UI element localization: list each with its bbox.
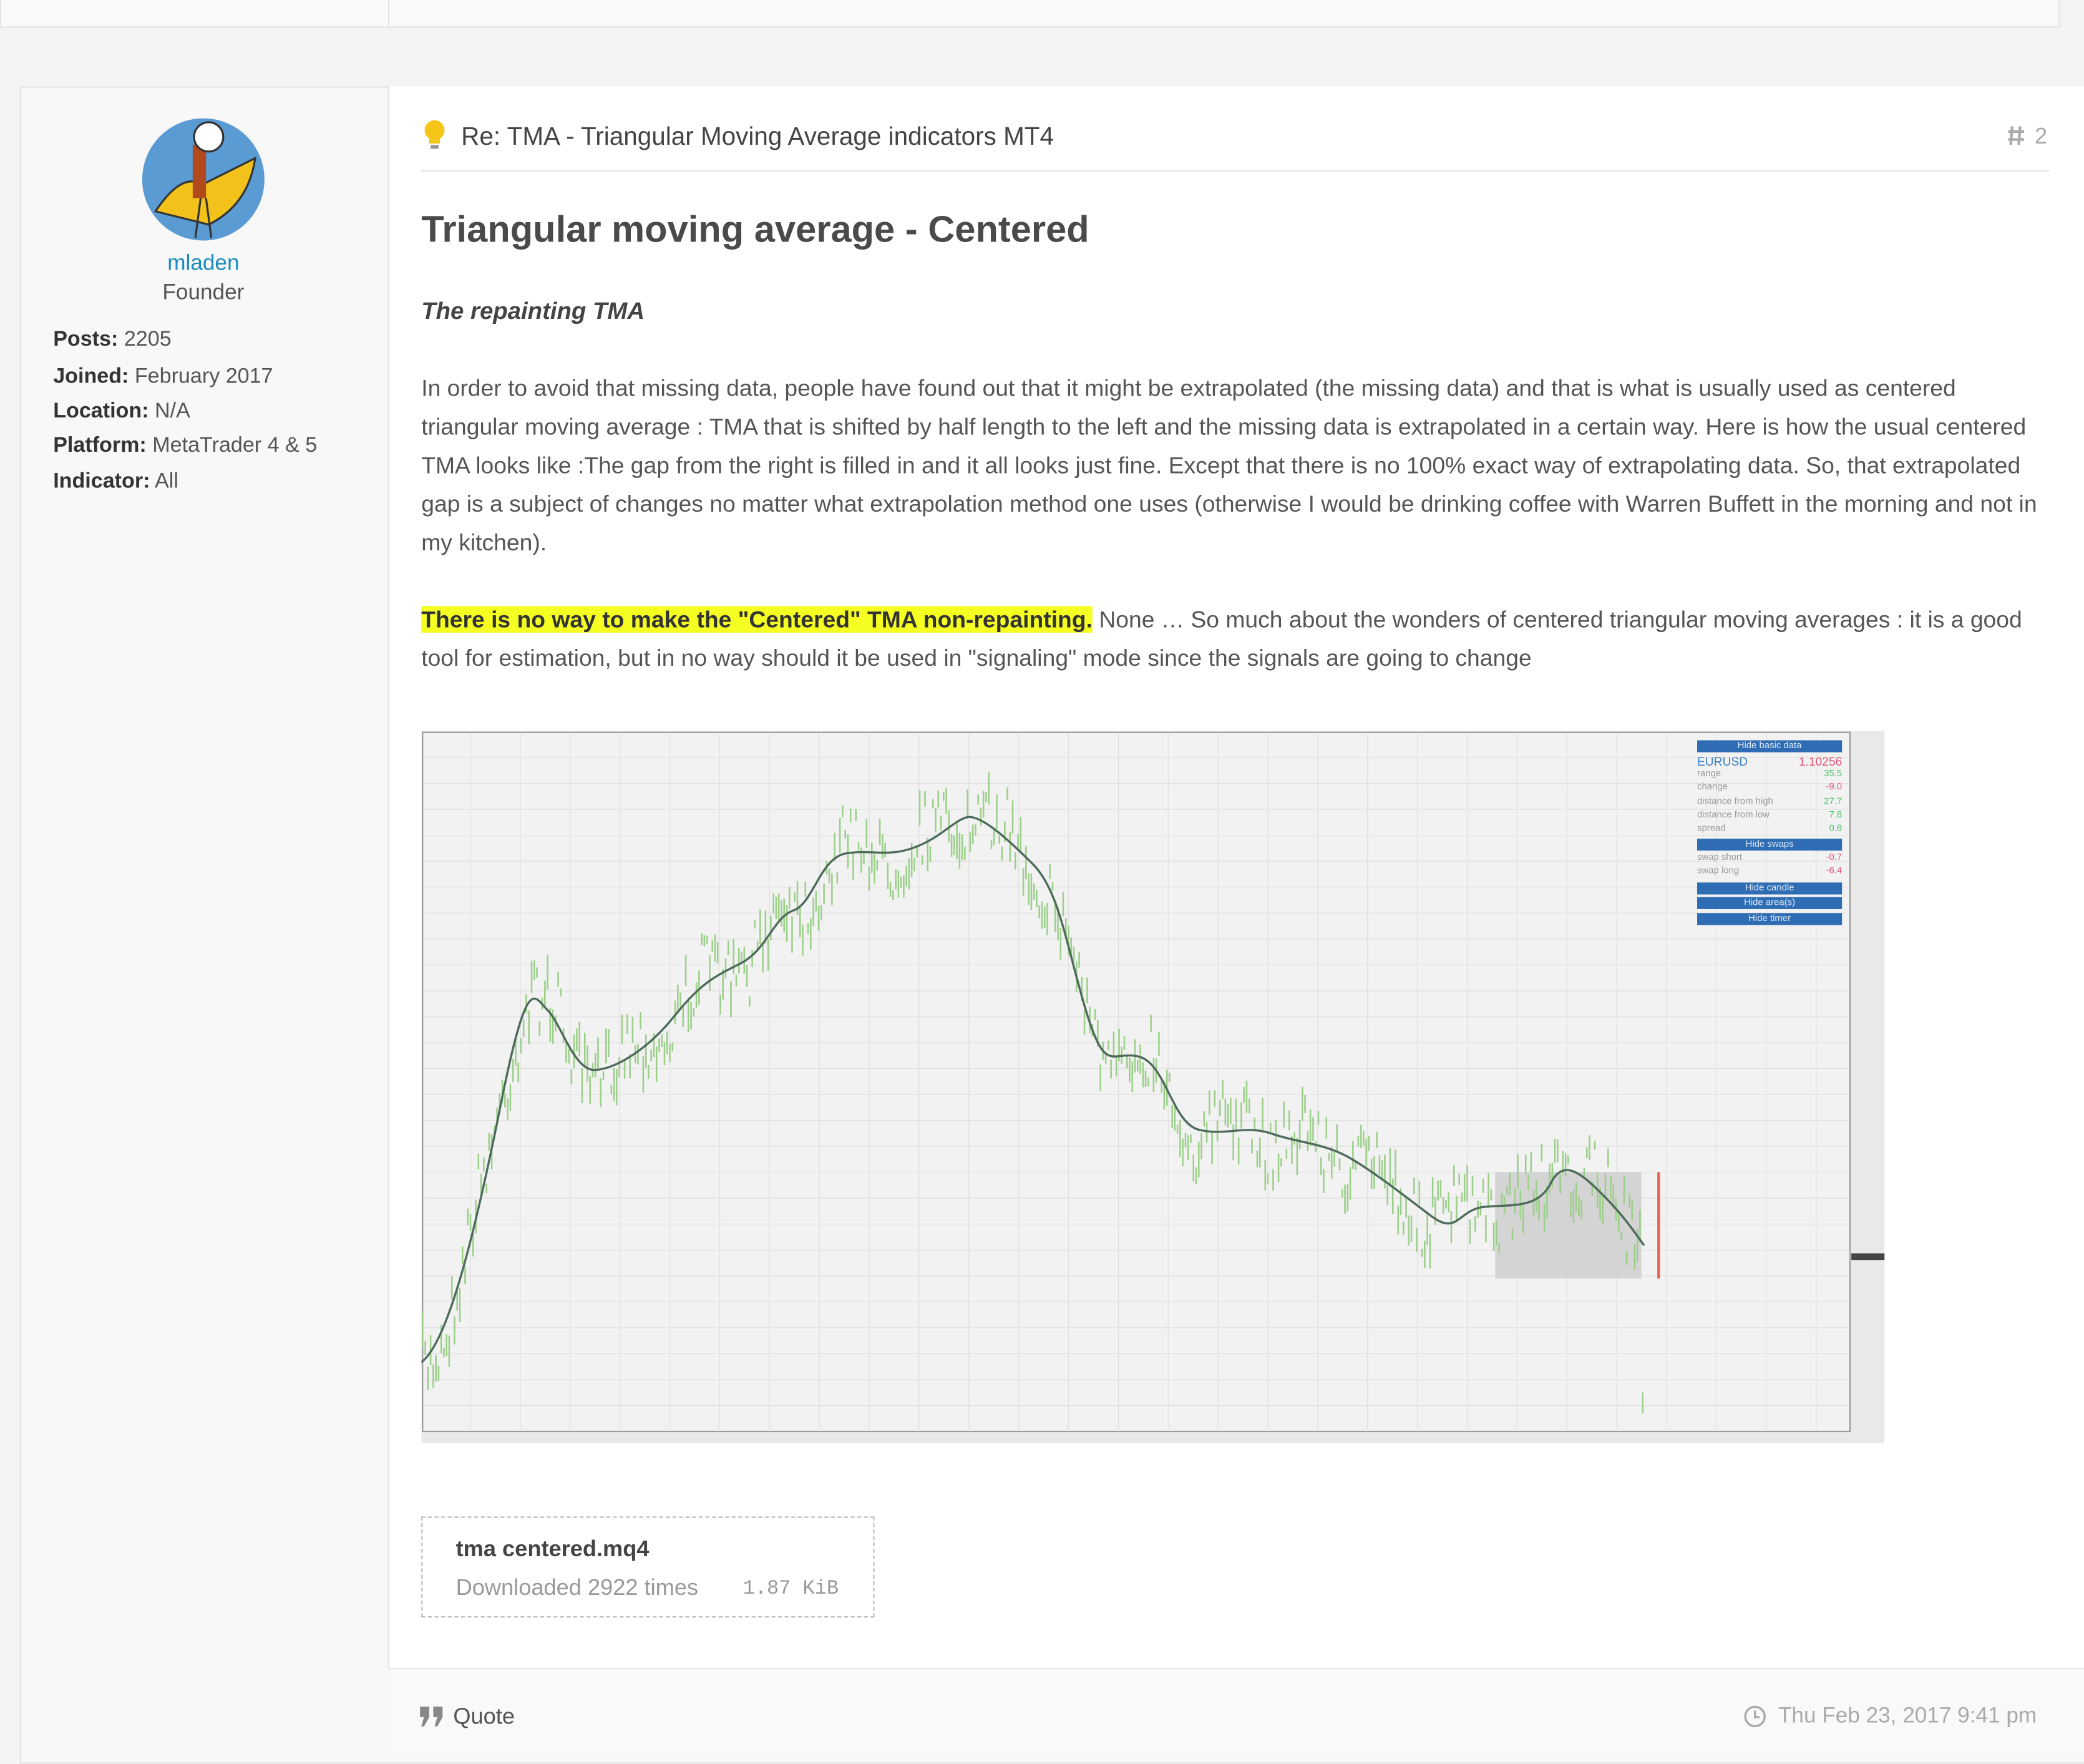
post-title[interactable]: Re: TMA - Triangular Moving Average indi…: [461, 124, 1054, 153]
panel-button[interactable]: Hide area(s): [1697, 897, 1842, 909]
panel-value: -6.4: [1697, 867, 1842, 876]
panel-price: 1.10256: [1697, 755, 1842, 768]
post-number[interactable]: 2: [2035, 124, 2047, 150]
avatar[interactable]: [142, 119, 265, 241]
paragraph: There is no way to make the "Centered" T…: [421, 601, 2049, 678]
stat-label: Indicator:: [53, 470, 150, 493]
attachment-size: 1.87 KiB: [743, 1577, 839, 1600]
post-subheading: The repainting TMA: [421, 298, 645, 326]
panel-value: 35.5: [1697, 769, 1842, 779]
author-rank: Founder: [20, 280, 387, 305]
stat-label: Joined:: [53, 366, 129, 388]
hash-icon: [2007, 125, 2025, 146]
panel-value: 27.7: [1697, 797, 1842, 806]
panel-value: -9.0: [1697, 783, 1842, 792]
stat-value: MetaTrader 4 & 5: [152, 435, 317, 457]
title-divider: [421, 170, 2049, 172]
stat-value: All: [155, 470, 178, 493]
stat-label: Platform:: [53, 435, 147, 457]
stat-label: Posts:: [53, 328, 118, 351]
bulb-icon: [422, 120, 446, 152]
clock-icon: [1744, 1705, 1766, 1728]
panel-value: 0.8: [1697, 824, 1842, 834]
panel-value: -0.7: [1697, 853, 1842, 862]
attachment-name[interactable]: tma centered.mq4: [456, 1536, 650, 1563]
author-stat: Posts: 2205: [53, 328, 171, 352]
post-heading: Triangular moving average - Centered: [421, 208, 1089, 251]
highlight: There is no way to make the "Centered" T…: [421, 606, 1093, 633]
panel-button[interactable]: Hide swaps: [1697, 839, 1842, 850]
post-date: Thu Feb 23, 2017 9:41 pm: [1778, 1704, 2037, 1729]
page: mladen Founder Posts: 2205 Joined: Febru…: [0, 0, 2084, 1752]
stat-value: 2205: [124, 328, 172, 351]
stat-value: N/A: [155, 400, 190, 422]
previous-post: [0, 0, 2060, 28]
panel-button[interactable]: Hide basic data: [1697, 740, 1842, 752]
author-stat: Indicator: All: [53, 470, 178, 494]
column-divider: [388, 0, 389, 27]
panel-button[interactable]: Hide timer: [1697, 913, 1842, 925]
forum-page: mladen Founder Posts: 2205 Joined: Febru…: [0, 0, 2084, 1752]
panel-button[interactable]: Hide candle: [1697, 882, 1842, 894]
author-stat: Joined: February 2017: [53, 366, 273, 389]
stat-value: February 2017: [135, 366, 273, 388]
attachment-downloads: Downloaded 2922 times: [456, 1575, 699, 1602]
panel-value: 7.8: [1697, 811, 1842, 820]
author-name[interactable]: mladen: [20, 251, 387, 276]
chart-image[interactable]: [421, 731, 1884, 1444]
author-stat: Platform: MetaTrader 4 & 5: [53, 435, 317, 459]
paragraph: In order to avoid that missing data, peo…: [421, 369, 2049, 562]
stat-label: Location:: [53, 400, 149, 422]
quote-button[interactable]: Quote: [453, 1704, 515, 1731]
quote-icon: [420, 1707, 444, 1727]
attachment: [421, 1516, 874, 1617]
author-stat: Location: N/A: [53, 400, 190, 424]
